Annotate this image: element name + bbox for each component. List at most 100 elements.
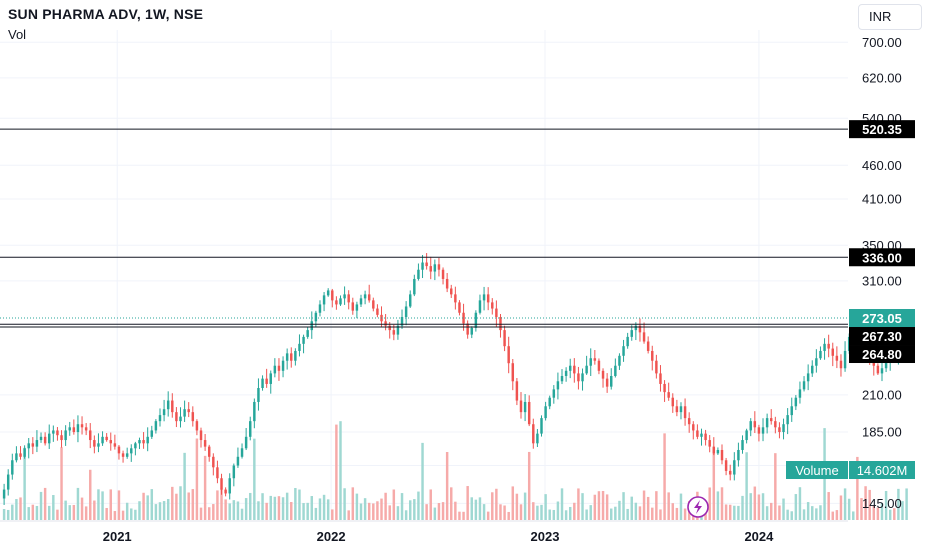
candle-body [113, 443, 117, 447]
candle-body [761, 427, 765, 434]
volume-bar [220, 488, 223, 520]
volume-bar [47, 505, 51, 520]
volume-bar [60, 447, 63, 520]
candle-body [704, 433, 707, 441]
volume-bar [19, 497, 22, 520]
candle-body [536, 433, 539, 444]
lightning-icon[interactable] [687, 496, 709, 518]
currency-button[interactable]: INR [858, 4, 922, 30]
volume-bar [125, 502, 129, 520]
volume-bar [105, 507, 108, 520]
candle-body [692, 424, 695, 431]
candle-body [630, 330, 633, 337]
candle-body [76, 424, 80, 433]
volume-bar [458, 511, 461, 520]
volume-bar [171, 486, 174, 520]
volume-bar [343, 488, 346, 520]
candle-body [335, 300, 338, 305]
volume-bar [790, 511, 793, 520]
volume-bar [285, 492, 289, 520]
candle-body [618, 355, 621, 366]
candle-body [696, 430, 699, 437]
volume-bar [302, 503, 305, 520]
last-price-label: 273.05 [849, 309, 915, 328]
candle-body [527, 401, 531, 425]
level-label-520-bg [849, 120, 915, 139]
level-label-336: 336.00 [849, 248, 915, 267]
candle-body [720, 449, 724, 461]
volume-bar [761, 493, 765, 520]
candle-body [64, 430, 67, 441]
volume-bar [265, 502, 268, 520]
candle-body [741, 440, 744, 450]
candle-body [441, 269, 445, 279]
volume-bar [281, 497, 285, 520]
x-tick-label: 2024 [744, 529, 774, 544]
volume-bar [372, 503, 375, 520]
y-tick-label: 460.00 [862, 158, 902, 173]
volume-bar [852, 511, 855, 520]
volume-bar [335, 424, 338, 520]
volume-bar [11, 504, 14, 520]
volume-bar [470, 497, 473, 520]
candle-body [187, 409, 190, 413]
candle-body [109, 440, 112, 444]
volume-bar [450, 487, 453, 520]
volume-bar [154, 504, 158, 520]
volume-bar [774, 453, 777, 520]
volume-bar [835, 510, 839, 520]
candle-body [708, 440, 711, 447]
volume-bar [212, 504, 215, 520]
level-label-520-text: 520.35 [862, 122, 902, 137]
volume-bar [573, 502, 576, 520]
volume-bar [244, 498, 248, 520]
volume-bar [462, 511, 465, 520]
x-tick-label: 2022 [317, 529, 346, 544]
candle-body [503, 330, 506, 347]
candle-body [687, 418, 691, 425]
volume-bar [454, 501, 457, 520]
volume-bar [515, 493, 519, 520]
volume-bar [888, 509, 892, 520]
volume-bar [384, 492, 387, 520]
volume-bar [228, 503, 231, 520]
candle-body [577, 373, 580, 382]
candle-body [89, 430, 92, 441]
volume-bar [581, 493, 584, 520]
candle-body [372, 300, 375, 309]
level-label-267-text: 267.30 [862, 329, 902, 344]
candle-body [466, 323, 469, 335]
candle-body [519, 400, 523, 413]
volume-bar [556, 501, 560, 520]
y-tick-label: 310.00 [862, 273, 902, 288]
lightning-icon-bolt [694, 500, 702, 514]
volume-bar [540, 504, 543, 520]
candle-body [396, 325, 400, 335]
volume-bar [232, 500, 236, 520]
volume-bar [671, 503, 675, 520]
candle-body [724, 460, 728, 471]
volume-bar [868, 489, 871, 520]
volume-bar [782, 498, 785, 520]
level-label-264-bg [849, 345, 915, 364]
volume-bar [314, 507, 318, 520]
level-label-336-text: 336.00 [862, 250, 902, 265]
volume-bar [663, 433, 666, 520]
volume-bar [741, 495, 744, 520]
volume-bar [6, 509, 10, 520]
candle-body [216, 467, 219, 479]
candle-body [843, 350, 847, 369]
volume-bar [117, 490, 121, 520]
candle-body [207, 446, 211, 457]
volume-bar [355, 493, 359, 520]
volume-bar [56, 509, 59, 520]
volume-bar [843, 488, 847, 520]
volume-bar [52, 495, 55, 520]
volume-indicator-label[interactable]: Vol [8, 27, 27, 42]
volume-bar [753, 486, 757, 520]
candle-body [794, 397, 798, 407]
candle-body [839, 360, 843, 369]
candle-body [322, 295, 326, 305]
